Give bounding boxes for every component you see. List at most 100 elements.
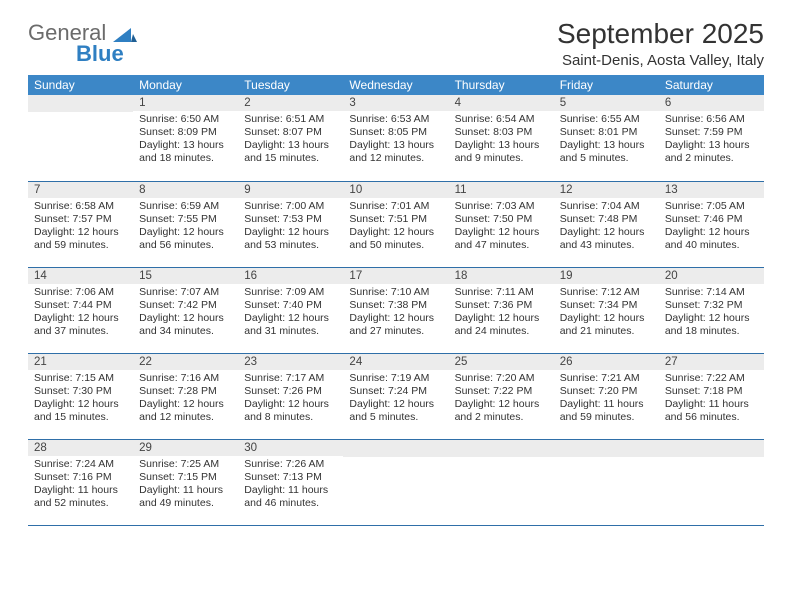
sunset-text: Sunset: 8:03 PM [455,126,548,139]
sunset-text: Sunset: 7:53 PM [244,213,337,226]
daylight-text: Daylight: 11 hours and 56 minutes. [665,398,758,424]
day-number: 2 [238,95,343,111]
day-number: 10 [343,182,448,198]
daylight-text: Daylight: 12 hours and 24 minutes. [455,312,548,338]
sunrise-text: Sunrise: 6:59 AM [139,200,232,213]
sunrise-text: Sunrise: 7:20 AM [455,372,548,385]
sunrise-text: Sunrise: 7:21 AM [560,372,653,385]
daylight-text: Daylight: 12 hours and 15 minutes. [34,398,127,424]
day-number [28,95,133,112]
sunset-text: Sunset: 7:48 PM [560,213,653,226]
calendar-day-cell: 30Sunrise: 7:26 AMSunset: 7:13 PMDayligh… [238,439,343,525]
day-details: Sunrise: 7:00 AMSunset: 7:53 PMDaylight:… [238,198,343,257]
day-number [343,440,448,457]
sunrise-text: Sunrise: 7:24 AM [34,458,127,471]
day-details: Sunrise: 7:26 AMSunset: 7:13 PMDaylight:… [238,456,343,515]
day-number: 7 [28,182,133,198]
day-number: 16 [238,268,343,284]
calendar-day-cell: 28Sunrise: 7:24 AMSunset: 7:16 PMDayligh… [28,439,133,525]
day-details: Sunrise: 6:59 AMSunset: 7:55 PMDaylight:… [133,198,238,257]
sunset-text: Sunset: 7:51 PM [349,213,442,226]
calendar-day-cell: 20Sunrise: 7:14 AMSunset: 7:32 PMDayligh… [659,267,764,353]
calendar-day-cell: 18Sunrise: 7:11 AMSunset: 7:36 PMDayligh… [449,267,554,353]
day-details: Sunrise: 7:11 AMSunset: 7:36 PMDaylight:… [449,284,554,343]
daylight-text: Daylight: 12 hours and 40 minutes. [665,226,758,252]
daylight-text: Daylight: 12 hours and 50 minutes. [349,226,442,252]
calendar-day-cell: 10Sunrise: 7:01 AMSunset: 7:51 PMDayligh… [343,181,448,267]
sunset-text: Sunset: 7:16 PM [34,471,127,484]
weekday-header: Saturday [659,75,764,95]
day-number: 13 [659,182,764,198]
calendar-day-cell: 19Sunrise: 7:12 AMSunset: 7:34 PMDayligh… [554,267,659,353]
logo-triangle-icon [113,26,137,47]
daylight-text: Daylight: 12 hours and 18 minutes. [665,312,758,338]
daylight-text: Daylight: 12 hours and 31 minutes. [244,312,337,338]
sunrise-text: Sunrise: 7:01 AM [349,200,442,213]
daylight-text: Daylight: 11 hours and 59 minutes. [560,398,653,424]
sunset-text: Sunset: 8:01 PM [560,126,653,139]
day-number: 6 [659,95,764,111]
day-number: 9 [238,182,343,198]
calendar-day-cell: 27Sunrise: 7:22 AMSunset: 7:18 PMDayligh… [659,353,764,439]
weekday-header: Wednesday [343,75,448,95]
daylight-text: Daylight: 12 hours and 56 minutes. [139,226,232,252]
daylight-text: Daylight: 12 hours and 27 minutes. [349,312,442,338]
calendar-day-cell: 22Sunrise: 7:16 AMSunset: 7:28 PMDayligh… [133,353,238,439]
sunrise-text: Sunrise: 7:06 AM [34,286,127,299]
day-details: Sunrise: 7:09 AMSunset: 7:40 PMDaylight:… [238,284,343,343]
day-number: 12 [554,182,659,198]
day-details: Sunrise: 7:12 AMSunset: 7:34 PMDaylight:… [554,284,659,343]
day-number: 4 [449,95,554,111]
day-details: Sunrise: 7:15 AMSunset: 7:30 PMDaylight:… [28,370,133,429]
sunset-text: Sunset: 7:30 PM [34,385,127,398]
page-subtitle: Saint-Denis, Aosta Valley, Italy [557,52,764,69]
day-details: Sunrise: 7:21 AMSunset: 7:20 PMDaylight:… [554,370,659,429]
day-details: Sunrise: 7:24 AMSunset: 7:16 PMDaylight:… [28,456,133,515]
calendar-day-cell: 4Sunrise: 6:54 AMSunset: 8:03 PMDaylight… [449,95,554,181]
daylight-text: Daylight: 12 hours and 59 minutes. [34,226,127,252]
day-details: Sunrise: 7:16 AMSunset: 7:28 PMDaylight:… [133,370,238,429]
header: General Blue September 2025 Saint-Denis,… [28,18,764,69]
calendar-day-cell: 25Sunrise: 7:20 AMSunset: 7:22 PMDayligh… [449,353,554,439]
sunset-text: Sunset: 7:34 PM [560,299,653,312]
sunrise-text: Sunrise: 7:25 AM [139,458,232,471]
daylight-text: Daylight: 12 hours and 2 minutes. [455,398,548,424]
daylight-text: Daylight: 11 hours and 49 minutes. [139,484,232,510]
day-number: 11 [449,182,554,198]
daylight-text: Daylight: 12 hours and 53 minutes. [244,226,337,252]
calendar-day-cell [554,439,659,525]
sunrise-text: Sunrise: 6:51 AM [244,113,337,126]
daylight-text: Daylight: 12 hours and 43 minutes. [560,226,653,252]
day-details: Sunrise: 7:04 AMSunset: 7:48 PMDaylight:… [554,198,659,257]
day-number: 30 [238,440,343,456]
sunrise-text: Sunrise: 7:09 AM [244,286,337,299]
daylight-text: Daylight: 13 hours and 9 minutes. [455,139,548,165]
sunset-text: Sunset: 7:20 PM [560,385,653,398]
calendar-day-cell: 9Sunrise: 7:00 AMSunset: 7:53 PMDaylight… [238,181,343,267]
calendar-day-cell: 24Sunrise: 7:19 AMSunset: 7:24 PMDayligh… [343,353,448,439]
day-number: 19 [554,268,659,284]
sunrise-text: Sunrise: 7:15 AM [34,372,127,385]
day-details: Sunrise: 7:01 AMSunset: 7:51 PMDaylight:… [343,198,448,257]
daylight-text: Daylight: 12 hours and 8 minutes. [244,398,337,424]
day-number: 23 [238,354,343,370]
day-details: Sunrise: 7:06 AMSunset: 7:44 PMDaylight:… [28,284,133,343]
calendar-day-cell: 17Sunrise: 7:10 AMSunset: 7:38 PMDayligh… [343,267,448,353]
daylight-text: Daylight: 13 hours and 18 minutes. [139,139,232,165]
weekday-header: Friday [554,75,659,95]
sunset-text: Sunset: 8:09 PM [139,126,232,139]
day-details: Sunrise: 7:20 AMSunset: 7:22 PMDaylight:… [449,370,554,429]
sunset-text: Sunset: 8:07 PM [244,126,337,139]
calendar-day-cell: 8Sunrise: 6:59 AMSunset: 7:55 PMDaylight… [133,181,238,267]
day-number: 1 [133,95,238,111]
sunrise-text: Sunrise: 6:50 AM [139,113,232,126]
daylight-text: Daylight: 11 hours and 46 minutes. [244,484,337,510]
calendar-week-row: 21Sunrise: 7:15 AMSunset: 7:30 PMDayligh… [28,353,764,439]
calendar-day-cell: 16Sunrise: 7:09 AMSunset: 7:40 PMDayligh… [238,267,343,353]
calendar-day-cell: 5Sunrise: 6:55 AMSunset: 8:01 PMDaylight… [554,95,659,181]
calendar-day-cell: 2Sunrise: 6:51 AMSunset: 8:07 PMDaylight… [238,95,343,181]
day-details: Sunrise: 6:50 AMSunset: 8:09 PMDaylight:… [133,111,238,170]
sunset-text: Sunset: 7:46 PM [665,213,758,226]
day-number: 3 [343,95,448,111]
sunrise-text: Sunrise: 7:19 AM [349,372,442,385]
